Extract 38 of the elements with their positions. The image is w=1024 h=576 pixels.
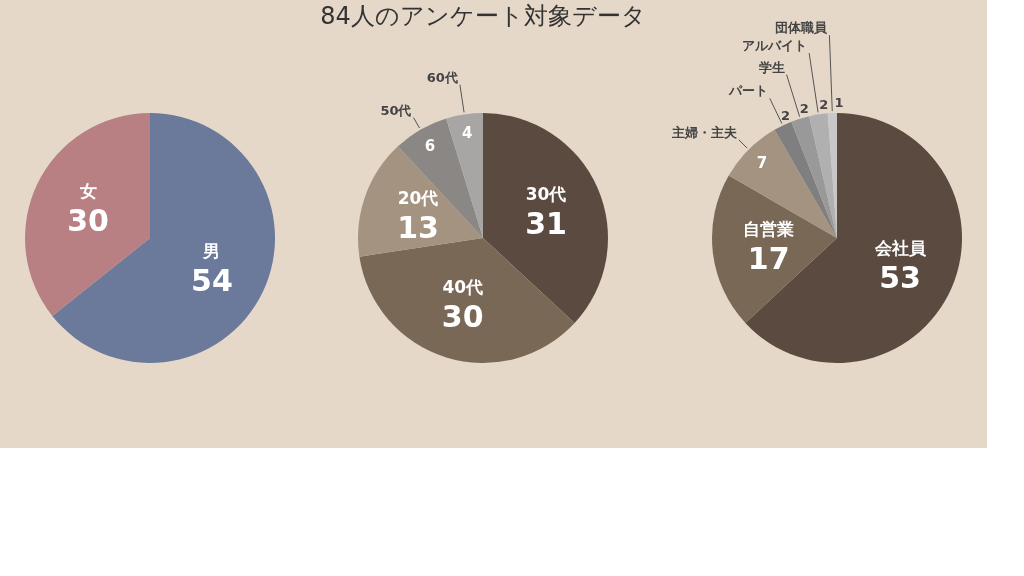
data-label: 6 — [424, 136, 436, 155]
slice-label: 女 — [78, 181, 97, 202]
pie-slice — [397, 118, 483, 238]
slice-label: 会社員 — [873, 238, 927, 259]
data-label: 4 — [461, 123, 473, 142]
slice-label: 主婦・主夫 — [670, 124, 738, 140]
data-label: 1 — [834, 95, 844, 111]
slice-label: 50代 — [380, 102, 412, 118]
slice-label: 学生 — [758, 59, 785, 75]
slice-label: 団体職員 — [775, 20, 829, 36]
slice-label: 自営業 — [743, 218, 795, 239]
slice-label: 20代 — [397, 188, 439, 209]
pie-slice — [712, 175, 837, 324]
slice-label: 30代 — [525, 183, 567, 204]
data-label: 13 — [397, 210, 439, 246]
data-label: 17 — [747, 240, 790, 276]
slice-label: パート — [727, 83, 768, 99]
slice-label: 男 — [202, 240, 221, 261]
data-label: 7 — [756, 153, 768, 172]
pie-slice — [809, 113, 837, 238]
data-label: 31 — [525, 205, 567, 241]
pie-slice — [52, 113, 275, 363]
data-label: 53 — [879, 260, 921, 296]
slice-label: 60代 — [426, 69, 458, 85]
data-label: 30 — [441, 298, 484, 334]
data-label: 54 — [191, 262, 233, 298]
pie-slice — [483, 113, 608, 324]
slice-label: アルバイト — [742, 38, 808, 54]
data-label: 30 — [67, 203, 109, 239]
data-label: 2 — [780, 108, 790, 124]
chart-title: 84人のアンケート対象データ — [320, 2, 646, 30]
data-label: 2 — [819, 96, 829, 112]
pie-slice — [359, 238, 575, 363]
slice-label: 40代 — [442, 276, 484, 297]
data-label: 2 — [799, 101, 809, 116]
pie-slice — [446, 113, 483, 238]
pie-slice — [745, 113, 962, 363]
pie-slice — [25, 113, 150, 316]
